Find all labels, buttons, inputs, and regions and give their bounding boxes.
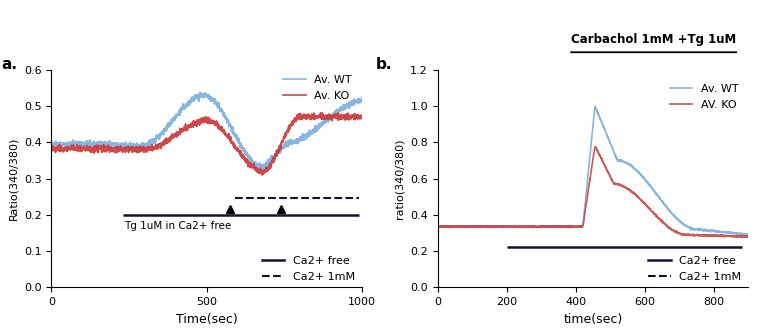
AV. KO xyxy=(738,235,747,239)
Av. KO xyxy=(292,119,301,123)
Text: Tg 1uM in Ca2+ free: Tg 1uM in Ca2+ free xyxy=(124,221,232,231)
Line: Av. WT: Av. WT xyxy=(52,93,362,169)
AV. KO xyxy=(434,224,443,228)
Line: Av. KO: Av. KO xyxy=(52,113,362,175)
Av. WT xyxy=(590,105,600,109)
Av. WT xyxy=(198,92,207,96)
AV. KO xyxy=(576,225,585,229)
Text: Carbachol 1mM +Tg 1uM: Carbachol 1mM +Tg 1uM xyxy=(571,33,736,46)
AV. KO xyxy=(735,234,744,238)
Av. KO xyxy=(358,117,367,121)
Av. KO xyxy=(349,116,358,120)
AV. KO xyxy=(584,185,594,189)
Av. WT xyxy=(190,99,199,103)
Av. KO xyxy=(198,119,207,123)
Legend: Ca2+ free, Ca2+ 1mM: Ca2+ free, Ca2+ 1mM xyxy=(258,252,359,286)
Av. WT xyxy=(349,102,358,106)
X-axis label: Time(sec): Time(sec) xyxy=(176,313,237,326)
Line: AV. KO: AV. KO xyxy=(438,147,748,237)
Av. WT xyxy=(434,224,443,228)
Av. WT xyxy=(741,233,750,237)
Legend: Ca2+ free, Ca2+ 1mM: Ca2+ free, Ca2+ 1mM xyxy=(644,252,746,286)
AV. KO xyxy=(678,232,688,236)
Av. WT xyxy=(735,232,744,236)
Y-axis label: ratio(340/380): ratio(340/380) xyxy=(395,138,405,219)
Av. WT xyxy=(584,164,594,168)
AV. KO xyxy=(744,234,753,238)
Av. KO xyxy=(47,147,56,151)
Av. WT xyxy=(576,224,585,228)
Av. KO xyxy=(63,148,72,152)
Y-axis label: Ratio(340/380): Ratio(340/380) xyxy=(8,137,18,220)
Text: a.: a. xyxy=(2,56,17,71)
Av. WT xyxy=(449,225,458,229)
Av. KO xyxy=(258,173,267,177)
Av. WT xyxy=(349,103,358,107)
Av. WT xyxy=(735,231,744,235)
Line: Av. WT: Av. WT xyxy=(438,107,748,235)
Av. KO xyxy=(316,111,325,115)
Av. KO xyxy=(349,114,358,118)
Av. WT xyxy=(358,95,367,99)
Av. WT xyxy=(292,139,301,143)
AV. KO xyxy=(590,145,600,149)
Av. WT xyxy=(196,91,205,95)
X-axis label: time(sec): time(sec) xyxy=(563,313,623,326)
Av. WT xyxy=(678,221,688,225)
AV. KO xyxy=(735,234,744,238)
Text: b.: b. xyxy=(376,56,392,71)
Av. KO xyxy=(190,120,199,124)
AV. KO xyxy=(449,225,458,229)
Av. WT xyxy=(258,167,268,171)
Av. WT xyxy=(744,233,753,237)
Av. WT xyxy=(63,143,72,147)
Av. WT xyxy=(47,142,56,146)
